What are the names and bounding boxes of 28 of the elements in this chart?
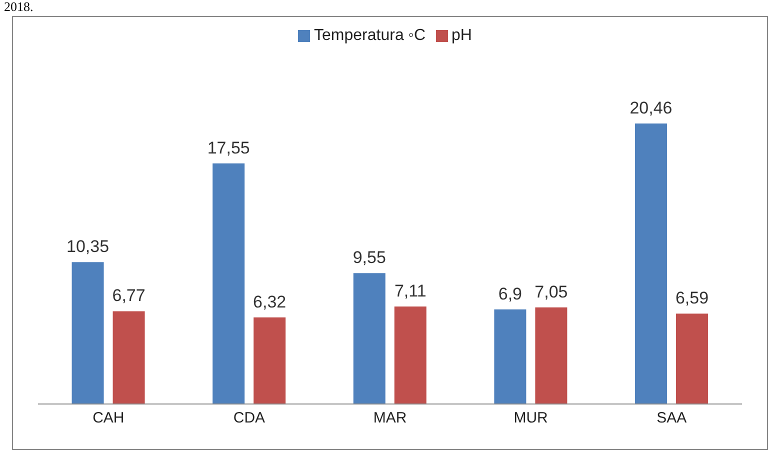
bar <box>254 317 286 404</box>
data-label: 6,77 <box>112 286 146 306</box>
bar <box>353 273 386 404</box>
data-label: 6,32 <box>253 292 286 312</box>
bar <box>72 262 104 404</box>
legend-label: pH <box>452 27 472 44</box>
x-tick-label: SAA <box>656 410 687 427</box>
legend-label: Temperatura ◦C <box>314 27 426 44</box>
data-label: 20,46 <box>630 98 672 118</box>
text: 2018. <box>4 0 34 14</box>
data-label: 17,55 <box>207 138 250 158</box>
bar <box>212 163 245 404</box>
bar <box>634 124 667 404</box>
x-tick-label: MUR <box>514 410 548 427</box>
data-label: 7,11 <box>394 282 426 301</box>
x-tick-label: CDA <box>233 410 266 427</box>
data-label: 9,55 <box>352 248 386 268</box>
bar <box>535 307 568 404</box>
bar <box>394 306 426 404</box>
bar <box>494 309 526 404</box>
x-tick-label: MAR <box>373 410 407 427</box>
bar <box>676 314 708 404</box>
x-tick-label: CAH <box>92 410 124 427</box>
data-label: 6,59 <box>675 288 709 308</box>
data-label: 7,05 <box>534 282 568 302</box>
data-label: 6,9 <box>498 284 522 304</box>
data-label: 10,35 <box>66 237 110 256</box>
bar <box>112 311 145 404</box>
